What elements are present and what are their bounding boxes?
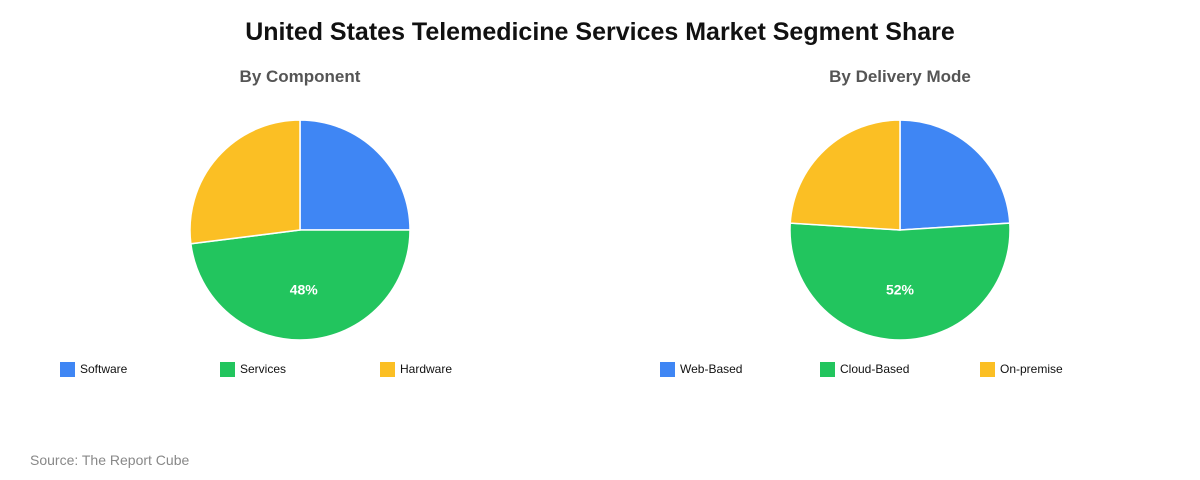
- legend-item-web-based[interactable]: Web-Based: [660, 361, 742, 377]
- pie-slice-services[interactable]: [190, 229, 411, 341]
- pie-chart-component: 48%: [189, 119, 411, 341]
- source-note: Source: The Report Cube: [30, 452, 190, 468]
- pie-slice-cloud-based[interactable]: [789, 222, 1011, 341]
- legend-item-services[interactable]: Services: [220, 361, 286, 377]
- pie-panel-delivery-mode: By Delivery Mode 52% Web-Based Cloud-Base…: [600, 0, 1200, 420]
- legend-item-hardware[interactable]: Hardware: [380, 361, 452, 377]
- data-label-cloud-based: 52%: [886, 281, 915, 297]
- pie-slice-software[interactable]: [299, 119, 411, 231]
- legend-swatch-services: [220, 361, 235, 377]
- legend-label-cloud-based: Cloud-Based: [840, 362, 910, 376]
- legend-item-cloud-based[interactable]: Cloud-Based: [820, 361, 909, 377]
- chart-title: United States Telemedicine Services Mark…: [245, 18, 955, 46]
- legend-swatch-web-based: [660, 361, 675, 377]
- legend-item-on-premise[interactable]: On-premise: [980, 361, 1063, 377]
- legend-swatch-cloud-based: [820, 361, 835, 377]
- legend-delivery-mode: Web-Based Cloud-Based On-premise: [660, 361, 1180, 381]
- legend-label-software: Software: [80, 362, 128, 376]
- pie-slice-hardware[interactable]: [189, 119, 301, 245]
- pie-title-delivery-mode: By Delivery Mode: [829, 67, 971, 86]
- pie-title-component: By Component: [239, 67, 361, 86]
- legend-label-hardware: Hardware: [400, 362, 453, 376]
- legend-swatch-software: [60, 361, 75, 377]
- pie-panel-component: By Component 48% Software Services Hardwar…: [0, 0, 600, 420]
- legend-label-web-based: Web-Based: [680, 362, 743, 376]
- pie-slice-web-based[interactable]: [899, 119, 1011, 231]
- legend-swatch-on-premise: [980, 361, 995, 377]
- legend-label-on-premise: On-premise: [1000, 362, 1063, 376]
- data-label-services: 48%: [290, 281, 319, 297]
- legend-label-services: Services: [240, 362, 287, 376]
- pie-slice-on-premise[interactable]: [789, 119, 901, 231]
- legend-swatch-hardware: [380, 361, 395, 377]
- legend-component: Software Services Hardware: [60, 361, 580, 381]
- pie-chart-delivery-mode: 52%: [789, 119, 1011, 341]
- legend-item-software[interactable]: Software: [60, 361, 127, 377]
